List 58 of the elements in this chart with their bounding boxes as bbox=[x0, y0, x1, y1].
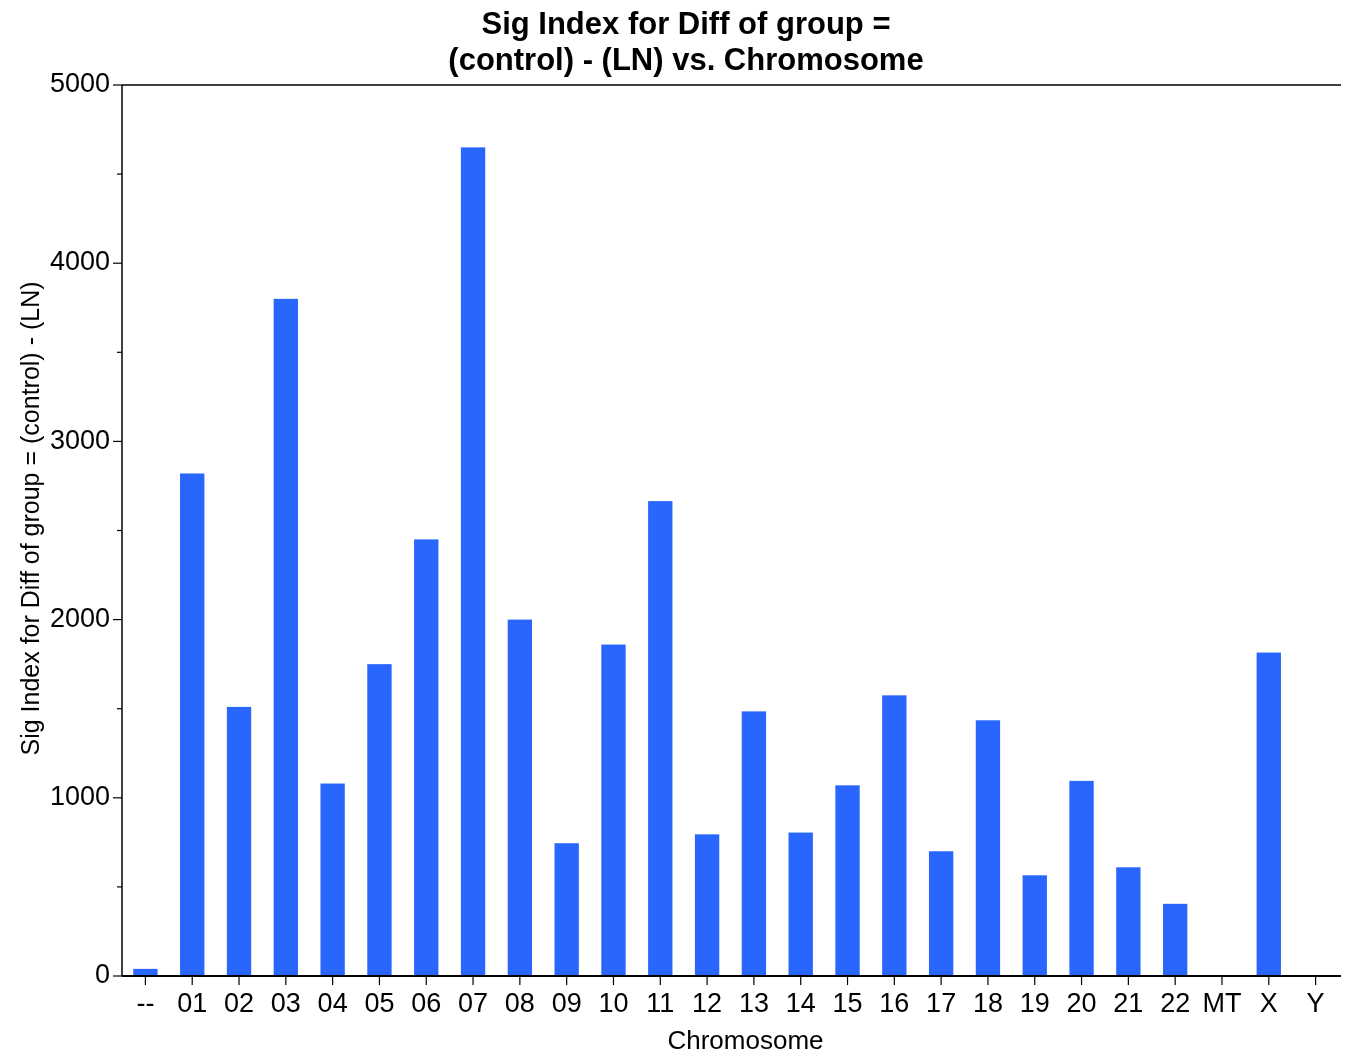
x-tick-label: 17 bbox=[926, 988, 957, 1018]
x-tick-label: 18 bbox=[972, 988, 1003, 1018]
x-tick-label: 21 bbox=[1113, 988, 1144, 1018]
x-tick-label: 16 bbox=[879, 988, 910, 1018]
bar bbox=[226, 706, 252, 976]
bar bbox=[835, 785, 860, 976]
x-tick-label: 19 bbox=[1019, 988, 1050, 1018]
x-tick-label: 22 bbox=[1160, 988, 1191, 1018]
bar bbox=[460, 147, 486, 976]
bar bbox=[367, 664, 392, 976]
x-tick-label: 14 bbox=[785, 988, 816, 1018]
y-tick-label: 2000 bbox=[49, 602, 110, 633]
x-tick-label: 15 bbox=[832, 988, 863, 1018]
x-tick-label: 11 bbox=[646, 988, 675, 1018]
bar bbox=[648, 501, 673, 976]
x-tick-label: 07 bbox=[458, 988, 489, 1018]
x-tick-label: 06 bbox=[411, 988, 442, 1018]
bar bbox=[1163, 903, 1188, 976]
x-tick-label: X bbox=[1259, 988, 1278, 1018]
y-tick-label: 5000 bbox=[49, 68, 110, 99]
bar bbox=[788, 832, 813, 976]
bar bbox=[1256, 652, 1281, 976]
bar bbox=[694, 834, 720, 976]
x-tick-label: 09 bbox=[551, 988, 582, 1018]
y-axis-title: Sig Index for Diff of group = (control) - (LN) bbox=[15, 281, 44, 756]
y-tick-label: 4000 bbox=[49, 246, 110, 277]
bar bbox=[741, 711, 767, 976]
y-tick-label: 0 bbox=[94, 959, 110, 990]
x-axis-title: Chromosome bbox=[667, 1025, 824, 1055]
x-tick-label: 08 bbox=[504, 988, 535, 1018]
chart-title: Sig Index for Diff of group = (control) - (LN) vs. Chromosome bbox=[448, 6, 924, 77]
x-tick-label: 20 bbox=[1066, 988, 1097, 1018]
bar bbox=[273, 298, 298, 976]
bar bbox=[1116, 867, 1141, 976]
y-tick-label: 3000 bbox=[49, 424, 110, 455]
bar bbox=[414, 539, 439, 976]
bar bbox=[1069, 780, 1094, 976]
x-tick-label: MT bbox=[1202, 988, 1242, 1018]
x-tick-label: 10 bbox=[598, 988, 629, 1018]
x-tick-label: 01 bbox=[177, 988, 208, 1018]
x-tick-label: 03 bbox=[270, 988, 301, 1018]
x-tick-label: Y bbox=[1306, 988, 1325, 1018]
bar bbox=[180, 473, 205, 976]
x-tick-label: 13 bbox=[738, 988, 769, 1018]
x-tick-label: -- bbox=[136, 988, 155, 1018]
bar bbox=[975, 720, 1001, 976]
bar bbox=[601, 644, 626, 976]
x-tick-label: 12 bbox=[692, 988, 723, 1018]
y-tick-label: 1000 bbox=[49, 780, 110, 811]
bar bbox=[928, 851, 954, 976]
x-tick-label: 02 bbox=[224, 988, 255, 1018]
bar bbox=[507, 619, 533, 976]
bar bbox=[882, 695, 907, 976]
bar bbox=[554, 843, 579, 976]
bar bbox=[320, 783, 345, 976]
bar bbox=[1022, 875, 1047, 976]
x-tick-label: 04 bbox=[317, 988, 348, 1018]
x-tick-label: 05 bbox=[364, 988, 395, 1018]
